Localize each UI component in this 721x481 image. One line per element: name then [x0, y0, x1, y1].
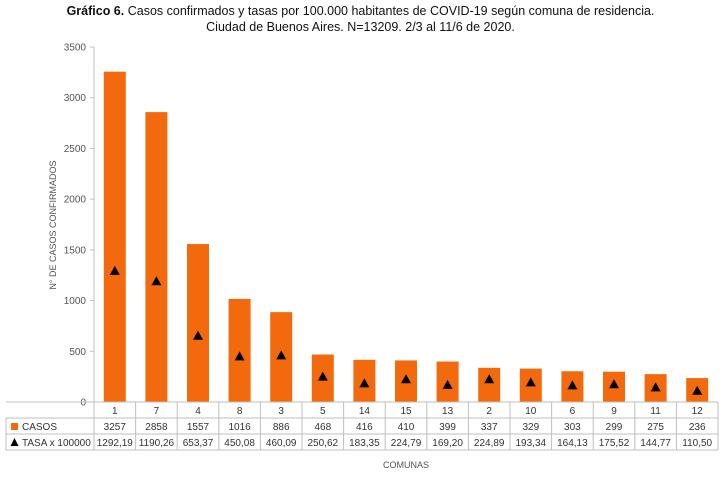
cell-tasa: 460,09: [266, 438, 297, 449]
legend-swatch-casos: [11, 423, 18, 430]
cell-casos: 468: [314, 422, 331, 433]
cell-casos: 886: [273, 422, 290, 433]
marker-tasa-7: [151, 276, 162, 286]
bar-comuna-7: [145, 112, 168, 403]
cell-casos: 416: [356, 422, 373, 433]
cell-casos: 236: [689, 422, 706, 433]
cell-tasa: 175,52: [599, 438, 630, 449]
marker-tasa-6: [567, 380, 578, 390]
x-tick-label: 8: [237, 406, 243, 417]
marker-tasa-3: [276, 350, 287, 360]
y-tick-label: 3500: [64, 43, 87, 54]
cell-tasa: 224,89: [474, 438, 505, 449]
marker-tasa-14: [359, 378, 370, 388]
y-tick-label: 0: [80, 398, 86, 409]
y-tick-label: 1500: [64, 245, 87, 256]
y-tick-label: 2500: [64, 144, 87, 155]
marker-tasa-4: [193, 330, 203, 340]
cell-casos: 337: [481, 422, 498, 433]
x-tick-label: 14: [359, 406, 371, 417]
cell-casos: 410: [398, 422, 415, 433]
x-tick-label: 12: [692, 406, 704, 417]
bar-comuna-4: [187, 244, 209, 402]
bar-comuna-1: [103, 71, 126, 402]
bar-comuna-2: [478, 367, 501, 402]
legend-label-tasa: TASA x 100000: [22, 438, 91, 449]
markers-group: [109, 265, 703, 395]
cell-tasa: 1292,19: [97, 438, 134, 449]
x-tick-label: 2: [486, 406, 492, 417]
cell-casos: 1016: [228, 422, 251, 433]
x-tick-label: 7: [154, 406, 160, 417]
cell-casos: 399: [439, 422, 456, 433]
data-table: 1 7 4 8 3 5 14 15 13 2 10 6 9 11 12 CASOS TASA x 100000 3…: [5, 401, 719, 451]
y-tick-label: 3000: [64, 93, 87, 104]
y-tick-label: 2000: [64, 195, 87, 206]
x-tick-label: 4: [195, 406, 201, 417]
cell-casos: 275: [647, 422, 664, 433]
x-tick-label: 1: [112, 406, 118, 417]
cell-casos: 299: [606, 422, 623, 433]
x-tick-label: 9: [611, 406, 617, 417]
cell-tasa: 164,13: [557, 438, 588, 449]
marker-tasa-11: [650, 382, 661, 392]
cell-tasa: 183,35: [349, 438, 380, 449]
cell-casos: 329: [522, 422, 539, 433]
x-tick-label: 3: [278, 406, 284, 417]
marker-tasa-1: [109, 265, 120, 275]
y-tick-label: 500: [69, 347, 86, 358]
marker-tasa-9: [609, 379, 619, 389]
cell-casos: 3257: [104, 422, 127, 433]
title-line1: Casos confirmados y tasas por 100.000 ha…: [127, 4, 655, 18]
y-axis-label: N° DE CASOS CONFIRMADOS: [48, 160, 58, 289]
legend-label-casos: CASOS: [22, 422, 57, 433]
chart-title: Gráfico 6. Casos confirmados y tasas por…: [0, 3, 721, 35]
cell-tasa: 250,62: [308, 438, 339, 449]
title-line2: Ciudad de Buenos Aires. N=13209. 2/3 al …: [206, 20, 515, 34]
marker-tasa-10: [525, 377, 536, 387]
cell-tasa: 450,08: [224, 438, 255, 449]
cell-casos: 2858: [145, 422, 168, 433]
cell-tasa: 110,50: [682, 438, 712, 449]
cell-casos: 303: [564, 422, 581, 433]
marker-tasa-5: [317, 371, 328, 381]
title-prefix: Gráfico 6.: [66, 4, 125, 18]
marker-tasa-15: [401, 374, 411, 384]
cell-casos: 1557: [187, 422, 210, 433]
x-tick-label: 11: [650, 406, 661, 417]
y-tick-label: 1000: [64, 296, 87, 307]
legend-swatch-tasa: [10, 438, 19, 446]
x-tick-label: 6: [570, 406, 576, 417]
marker-tasa-8: [234, 351, 245, 361]
x-tick-label: 10: [525, 406, 537, 417]
cell-tasa: 1190,26: [139, 438, 175, 449]
bars-group: [103, 71, 709, 403]
bar-comuna-8: [228, 298, 251, 402]
cell-tasa: 653,37: [183, 438, 214, 449]
cell-tasa: 224,79: [391, 438, 422, 449]
x-tick-label: 15: [400, 406, 412, 417]
cell-tasa: 144,77: [640, 438, 671, 449]
marker-tasa-12: [692, 385, 703, 395]
marker-tasa-2: [484, 374, 495, 384]
x-tick-label: 5: [320, 406, 326, 417]
x-tick-label: 13: [442, 406, 454, 417]
cell-tasa: 193,34: [516, 438, 547, 449]
marker-tasa-13: [442, 379, 453, 389]
x-axis-label: COMUNAS: [383, 460, 429, 470]
cell-tasa: 169,20: [432, 438, 463, 449]
